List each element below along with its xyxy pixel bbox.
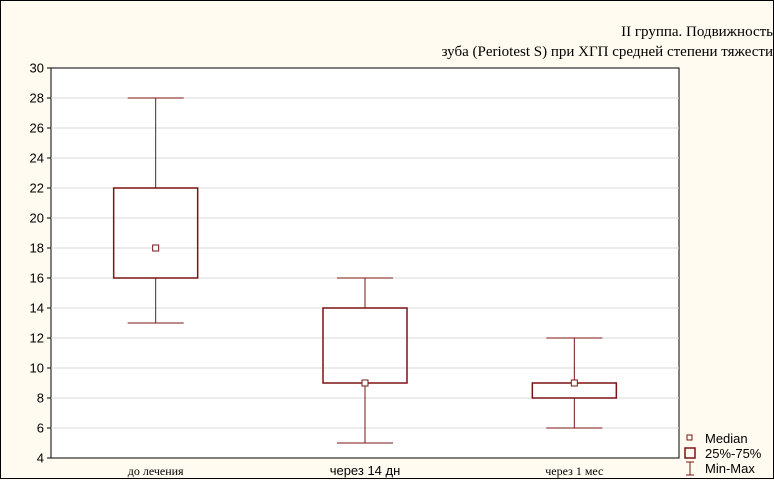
y-tick-label: 18 — [30, 241, 44, 256]
legend-box-marker — [684, 447, 696, 459]
y-tick-label: 12 — [30, 331, 44, 346]
legend: Median 25%-75% Min-Max — [684, 431, 762, 476]
x-category-label: через 1 мес — [545, 464, 603, 478]
iqr-box — [112, 187, 199, 279]
y-tick-label: 6 — [37, 421, 44, 436]
legend-box-label: 25%-75% — [705, 446, 762, 461]
y-tick-label: 14 — [30, 301, 44, 316]
median-marker — [152, 244, 160, 252]
legend-median-marker — [686, 434, 693, 441]
chart-title-line2: зуба (Periotest S) при ХГП средней степе… — [442, 44, 773, 60]
y-axis-ticks: 30 28 26 24 22 20 18 16 14 12 10 8 6 4 — [30, 61, 51, 466]
median-marker — [570, 379, 578, 387]
y-tick-label: 24 — [30, 151, 44, 166]
y-tick-label: 26 — [30, 121, 44, 136]
y-tick-label: 28 — [30, 91, 44, 106]
x-category-label: до лечения — [128, 464, 184, 478]
x-category-label: через 14 дн — [330, 463, 401, 478]
y-tick-label: 30 — [30, 61, 44, 76]
box-series — [112, 97, 618, 444]
median-marker — [361, 379, 369, 387]
y-tick-label: 8 — [37, 391, 44, 406]
y-tick-label: 4 — [37, 451, 44, 466]
box-item — [112, 97, 199, 324]
x-axis-labels: до лечения через 14 дн через 1 мес — [128, 463, 604, 478]
legend-minmax-marker — [686, 461, 694, 476]
y-tick-label: 10 — [30, 361, 44, 376]
box-item — [531, 337, 618, 429]
box-item — [322, 277, 408, 444]
y-tick-label: 16 — [30, 271, 44, 286]
legend-minmax-label: Min-Max — [705, 461, 755, 476]
y-tick-label: 20 — [30, 211, 44, 226]
y-tick-label: 22 — [30, 181, 44, 196]
legend-median-label: Median — [705, 431, 748, 446]
chart-title-line1: II группа. Подвижность — [621, 24, 773, 40]
